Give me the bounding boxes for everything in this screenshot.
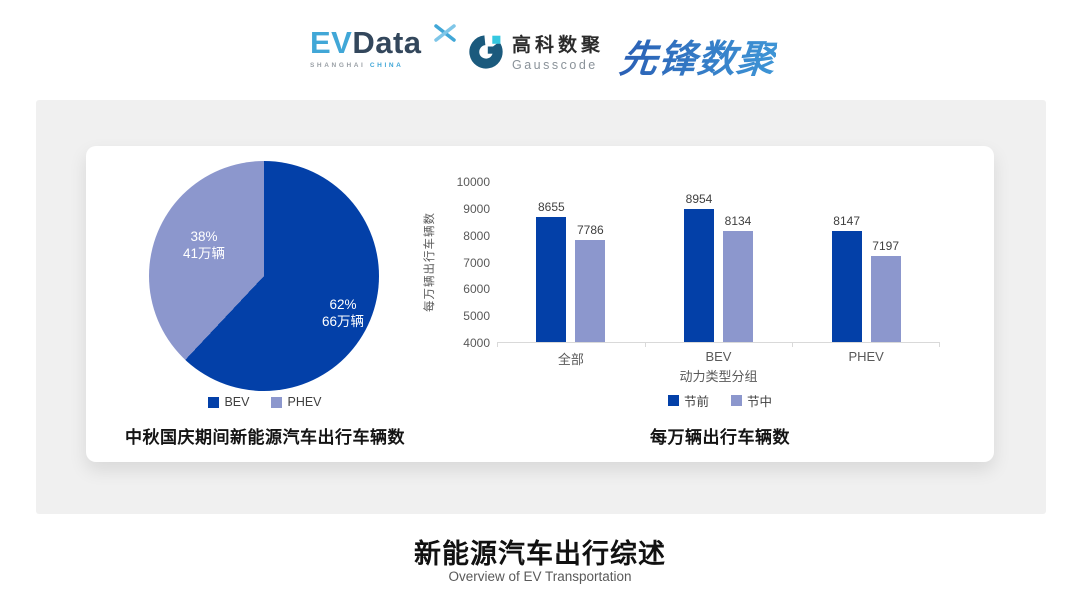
pie-bev-percent: 62% bbox=[329, 297, 357, 312]
pie-phev-amount: 41万辆 bbox=[182, 246, 226, 261]
y-tick-label: 4000 bbox=[463, 336, 490, 350]
legend-swatch-pre-holiday bbox=[667, 395, 679, 406]
pie-chart: 62% 66万辆 38% 41万辆 bbox=[149, 161, 379, 391]
bar-legend: 节前 节中 bbox=[565, 391, 875, 410]
gausscode-logo: 高科数聚 Gausscode bbox=[468, 33, 604, 74]
legend-swatch-bev bbox=[208, 396, 220, 408]
bar-value-label: 7197 bbox=[872, 239, 899, 254]
pie-label-phev: 38% 41万辆 bbox=[183, 228, 225, 262]
evdata-subtitle: SHANGHAI CHINA bbox=[310, 62, 460, 69]
bar-y-axis-labels: 10000 9000 8000 7000 6000 5000 4000 bbox=[432, 175, 490, 350]
legend-item-mid-holiday: 节中 bbox=[731, 391, 772, 410]
page-subtitle: Overview of EV Transportation bbox=[448, 569, 632, 584]
gausscode-wordmark: 高科数聚 Gausscode bbox=[512, 34, 605, 72]
bar-value-label: 8134 bbox=[724, 214, 752, 229]
y-tick-label: 6000 bbox=[463, 282, 490, 297]
bar-节前-全部 bbox=[536, 217, 567, 342]
legend-item-pre-holiday: 节前 bbox=[667, 391, 709, 410]
legend-label-pre-holiday: 节前 bbox=[683, 395, 709, 409]
bar-value-label: 8655 bbox=[537, 200, 565, 215]
gausscode-en-text: Gausscode bbox=[512, 57, 598, 72]
axis-tick bbox=[792, 343, 794, 347]
axis-tick bbox=[644, 343, 646, 347]
legend-item-phev: PHEV bbox=[271, 395, 322, 409]
pie-phev-percent: 38% bbox=[190, 229, 218, 244]
bar-value-label: 8954 bbox=[685, 192, 713, 207]
axis-tick bbox=[939, 343, 940, 347]
sparkle-icon bbox=[434, 24, 456, 49]
pie-chart-title: 中秋国庆期间新能源汽车出行车辆数 bbox=[125, 428, 405, 447]
evdata-ev-text: EV bbox=[310, 25, 353, 60]
bar-节前-BEV bbox=[684, 209, 714, 342]
bar-节中-PHEV bbox=[870, 256, 901, 342]
evdata-china-text: CHINA bbox=[369, 62, 404, 69]
pioneer-logo: 先锋数聚 bbox=[617, 28, 779, 83]
pie-circle bbox=[149, 161, 379, 391]
gausscode-cn-text: 高科数聚 bbox=[512, 34, 605, 56]
legend-swatch-phev bbox=[271, 396, 283, 408]
evdata-logo: EVData SHANGHAI CHINA bbox=[310, 24, 460, 82]
category-label: BEV bbox=[705, 349, 732, 364]
legend-label-bev: BEV bbox=[224, 395, 250, 409]
legend-item-bev: BEV bbox=[208, 395, 249, 409]
y-tick-label: 5000 bbox=[463, 309, 490, 324]
bar-节中-全部 bbox=[575, 240, 606, 342]
bar-节中-BEV bbox=[723, 231, 753, 342]
legend-label-phev: PHEV bbox=[287, 395, 322, 409]
page-title: 新能源汽车出行综述 bbox=[414, 539, 666, 569]
gausscode-g-icon bbox=[468, 33, 504, 74]
bar-plot: 8655 7786 全部 8954 8134 BEV 8147 7197 PHEV bbox=[497, 182, 940, 367]
bar-value-label: 8147 bbox=[833, 213, 860, 228]
bar-x-axis-title: 动力类型分组 bbox=[679, 369, 758, 384]
pie-legend: BEV PHEV bbox=[110, 395, 420, 409]
y-tick-label: 10000 bbox=[456, 175, 490, 189]
legend-label-mid-holiday: 节中 bbox=[747, 395, 773, 409]
pie-bev-amount: 66万辆 bbox=[321, 314, 365, 329]
legend-swatch-mid-holiday bbox=[731, 395, 742, 406]
bar-value-label: 7786 bbox=[576, 223, 604, 238]
evdata-data-text: Data bbox=[352, 25, 422, 60]
y-tick-label: 8000 bbox=[463, 228, 490, 243]
y-tick-label: 9000 bbox=[463, 201, 490, 216]
y-tick-label: 7000 bbox=[463, 255, 490, 270]
bar-chart-title: 每万辆出行车辆数 bbox=[650, 428, 790, 447]
evdata-wordmark: EVData bbox=[310, 26, 460, 60]
category-label: PHEV bbox=[848, 349, 884, 364]
pie-label-bev: 62% 66万辆 bbox=[322, 296, 364, 330]
evdata-shanghai-text: SHANGHAI bbox=[310, 62, 366, 69]
bar-节前-PHEV bbox=[831, 230, 862, 342]
header: EVData SHANGHAI CHINA bbox=[0, 0, 1080, 100]
category-label: 全部 bbox=[557, 352, 584, 367]
axis-tick bbox=[497, 343, 498, 347]
